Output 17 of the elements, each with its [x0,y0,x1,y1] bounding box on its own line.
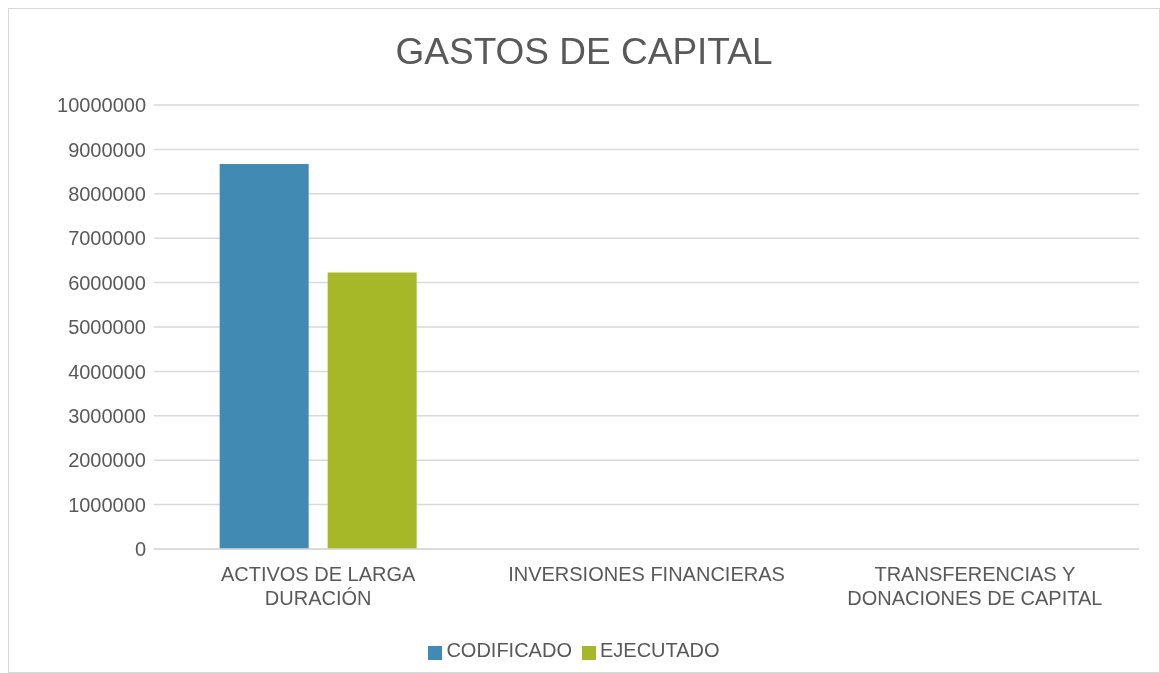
y-tick-label: 4000000 [68,360,146,383]
y-tick-label: 1000000 [68,493,146,516]
y-tick-label: 5000000 [68,316,146,339]
legend-label: CODIFICADO [446,639,572,661]
y-tick-label: 2000000 [68,449,146,472]
y-tick-label: 10000000 [57,94,146,117]
x-tick-label: ACTIVOS DE LARGA DURACIÓN [220,563,417,609]
chart-title: GASTOS DE CAPITAL [394,31,774,73]
y-tick-label: 3000000 [68,404,146,427]
y-tick-label: 6000000 [68,271,146,294]
y-tick-label: 7000000 [68,227,146,250]
x-tick-label: INVERSIONES FINANCIERAS [508,563,785,585]
y-tick-label: 9000000 [68,138,146,161]
x-tick-label: TRANSFERENCIAS Y DONACIONES DE CAPITAL [847,563,1103,609]
y-tick-label: 8000000 [68,182,146,205]
y-tick-label: 0 [134,538,146,561]
legend-label: EJECUTADO [599,639,720,661]
